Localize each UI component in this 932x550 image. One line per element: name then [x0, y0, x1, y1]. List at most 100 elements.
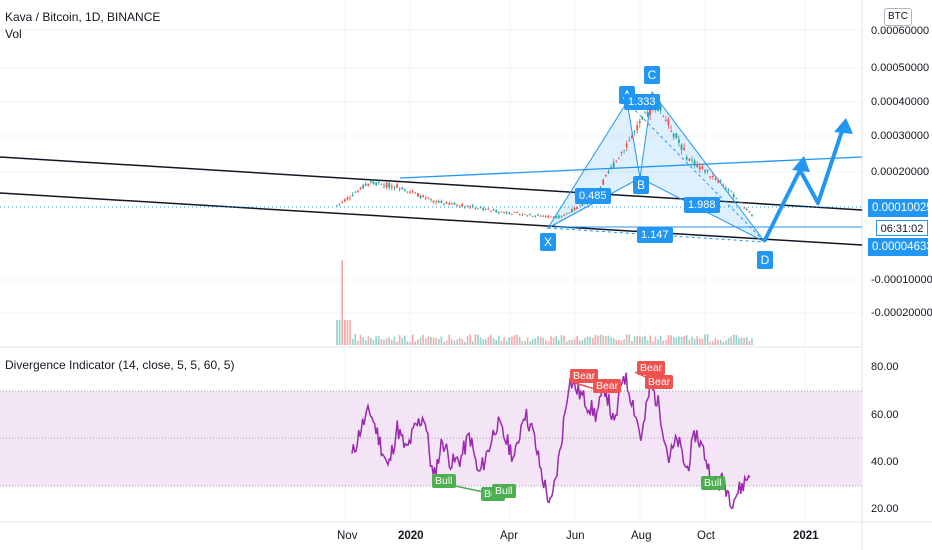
- lower-trendline[interactable]: [0, 192, 863, 246]
- volume-bar: [740, 337, 743, 345]
- volume-bar: [391, 339, 393, 345]
- volume-bar: [685, 335, 688, 345]
- candle-body: [440, 200, 443, 203]
- volume-bar: [537, 336, 539, 345]
- candle-body: [380, 183, 383, 185]
- volume-bar: [644, 335, 646, 345]
- volume-bar: [688, 339, 691, 345]
- volume-bar: [542, 338, 544, 345]
- bear-signal[interactable]: Bear: [570, 369, 599, 383]
- candle-body: [372, 181, 375, 184]
- volume-bar: [385, 338, 388, 345]
- volume-bar: [610, 337, 612, 345]
- candle-body: [696, 164, 699, 167]
- candle-body: [751, 214, 753, 216]
- candle-body: [732, 193, 735, 198]
- candle-body: [409, 191, 411, 193]
- main-legend-title[interactable]: Kava / Bitcoin, 1D, BINANCE: [5, 10, 161, 24]
- harmonic-pattern[interactable]: [546, 90, 766, 243]
- candle-body: [706, 169, 709, 171]
- rsi-line[interactable]: [351, 372, 751, 509]
- candle-body: [370, 180, 372, 183]
- candle-body: [631, 135, 633, 139]
- resistance-line[interactable]: [399, 156, 863, 179]
- pattern-point-x[interactable]: X: [540, 233, 556, 251]
- pattern-point-c[interactable]: C: [644, 66, 660, 84]
- candle-body: [474, 208, 477, 210]
- rsi-axis-label: 80.00: [871, 361, 899, 373]
- volume-bar: [500, 340, 503, 345]
- volume-bar: [346, 320, 349, 345]
- bear-signal[interactable]: Bear: [645, 375, 674, 389]
- candle-body: [662, 115, 665, 117]
- volume-bar: [453, 340, 456, 345]
- volume-bar: [451, 339, 453, 345]
- candle-body: [427, 197, 430, 199]
- volume-bar: [456, 339, 458, 345]
- candle-body: [463, 206, 466, 208]
- volume-legend[interactable]: Vol: [5, 27, 22, 41]
- volume-bars[interactable]: [336, 260, 753, 345]
- bull-signal[interactable]: Bull: [701, 476, 725, 490]
- candle-body: [406, 191, 409, 193]
- volume-bar: [354, 334, 357, 345]
- volume-bar: [589, 336, 591, 345]
- volume-bar: [487, 337, 490, 345]
- volume-bar: [680, 336, 683, 345]
- volume-bar: [492, 338, 495, 345]
- volume-bar: [730, 336, 732, 345]
- volume-bar: [751, 338, 753, 345]
- volume-bar: [712, 341, 714, 345]
- volume-bar: [435, 337, 437, 345]
- volume-bar: [623, 339, 625, 345]
- volume-bar: [505, 341, 508, 345]
- volume-bar: [461, 338, 464, 345]
- volume-bar: [380, 339, 383, 345]
- currency-button[interactable]: BTC: [884, 8, 912, 26]
- candle-body: [644, 112, 646, 114]
- pattern-point-b[interactable]: B: [633, 176, 649, 194]
- candle-body: [552, 216, 555, 218]
- d-price-label: 0.00004633: [868, 238, 932, 256]
- bull-signal[interactable]: Bull: [492, 484, 516, 498]
- candle-body: [685, 157, 688, 160]
- volume-bar: [745, 336, 748, 345]
- bull-signal[interactable]: Bull: [432, 474, 456, 488]
- volume-bar: [605, 336, 607, 345]
- ratio-ab[interactable]: 0.485: [575, 188, 611, 204]
- bear-signal[interactable]: Bear: [593, 379, 622, 393]
- volume-bar: [665, 340, 667, 345]
- volume-bar: [706, 334, 709, 345]
- indicator-legend[interactable]: Divergence Indicator (14, close, 5, 5, 6…: [5, 358, 235, 372]
- candle-body: [578, 205, 581, 207]
- volume-bar: [539, 337, 542, 345]
- volume-bar: [701, 338, 704, 345]
- time-axis-label: Apr: [500, 530, 518, 542]
- candle-body: [453, 202, 456, 205]
- candle-body: [701, 166, 704, 170]
- volume-bar: [336, 320, 338, 345]
- projection-arrow[interactable]: [763, 126, 845, 242]
- candle-body: [458, 206, 461, 208]
- candle-body: [383, 185, 385, 187]
- volume-bar: [571, 340, 573, 345]
- ratio-xd[interactable]: 1.147: [637, 227, 673, 243]
- candle-body: [649, 107, 652, 115]
- ratio-cd[interactable]: 1.988: [684, 197, 720, 213]
- volume-bar: [545, 340, 547, 345]
- arrow-head-2: [834, 118, 853, 134]
- candle-body: [633, 131, 636, 132]
- bear-signal[interactable]: Bear: [637, 361, 666, 375]
- volume-bar: [568, 340, 571, 345]
- volume-bar: [508, 337, 511, 345]
- volume-bar: [357, 340, 359, 345]
- volume-bar: [586, 336, 589, 345]
- candle-body: [560, 216, 563, 218]
- ratio-bc[interactable]: 1.333: [624, 94, 660, 110]
- candle-body: [503, 212, 505, 213]
- pattern-point-d[interactable]: D: [757, 251, 773, 269]
- candle-body: [599, 186, 602, 188]
- volume-bar: [555, 335, 558, 345]
- price-axis-label: 0.00020000: [871, 166, 930, 178]
